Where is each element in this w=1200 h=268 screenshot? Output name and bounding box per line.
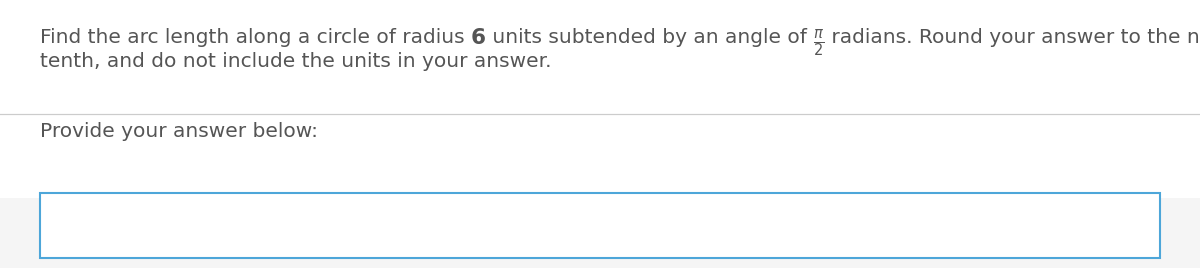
Bar [0, 198, 1200, 268]
Text: Provide your answer below:: Provide your answer below: [40, 122, 318, 141]
Text: 6: 6 [470, 28, 486, 48]
FancyBboxPatch shape [40, 193, 1160, 258]
Text: radians. Round your answer to the nearest: radians. Round your answer to the neares… [824, 28, 1200, 47]
Text: $\frac{\pi}{2}$: $\frac{\pi}{2}$ [814, 28, 824, 59]
Bar [0, 114, 1200, 198]
Text: tenth, and do not include the units in your answer.: tenth, and do not include the units in y… [40, 52, 552, 71]
Bar [0, 0, 1200, 114]
Text: units subtended by an angle of: units subtended by an angle of [486, 28, 814, 47]
Text: Find the arc length along a circle of radius: Find the arc length along a circle of ra… [40, 28, 470, 47]
